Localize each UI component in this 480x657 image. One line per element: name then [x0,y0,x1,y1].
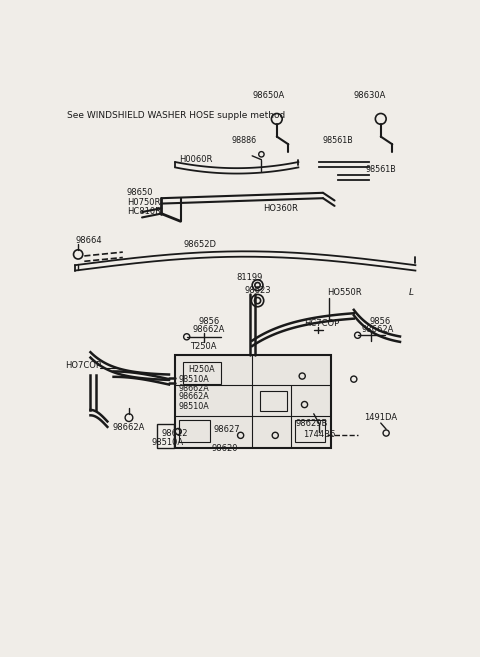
Text: 98622: 98622 [162,428,189,438]
Text: 98623: 98623 [244,286,271,295]
Text: 1491DA: 1491DA [364,413,397,422]
Bar [183,362,221,384]
Bar [260,392,287,411]
Text: 98662A: 98662A [178,384,209,393]
Text: H0060R: H0060R [179,155,213,164]
Text: 98620: 98620 [212,444,239,453]
Text: 9856: 9856 [369,317,390,326]
Text: 9856: 9856 [198,317,219,326]
Text: 98629B: 98629B [295,419,328,428]
Text: 98650: 98650 [127,189,153,197]
Text: HC810R: HC810R [127,207,161,215]
Text: 98664: 98664 [75,236,102,245]
Text: 98627: 98627 [214,424,240,434]
Text: HO360R: HO360R [263,204,298,213]
Bar [175,355,331,449]
Text: 1744B6: 1744B6 [303,430,336,439]
Text: 98662A: 98662A [178,392,209,401]
Text: See WINDSHIELD WASHER HOSE supple method: See WINDSHIELD WASHER HOSE supple method [67,111,286,120]
Text: HO7COP: HO7COP [65,361,101,370]
Text: 98652D: 98652D [183,240,216,249]
Text: 98561B: 98561B [323,136,354,145]
Circle shape [375,114,386,124]
Text: 98510A: 98510A [151,438,183,447]
Text: 98630A: 98630A [353,91,385,101]
Text: 98650A: 98650A [253,91,285,101]
Text: 98510A: 98510A [178,374,209,384]
Circle shape [271,114,282,124]
Text: 81199: 81199 [237,273,263,282]
Text: H0750R: H0750R [127,198,160,206]
Text: HO550R: HO550R [327,288,361,298]
Text: 98662A: 98662A [192,325,225,334]
Bar [157,424,174,449]
Text: 98886: 98886 [231,136,256,145]
Text: 98561B: 98561B [365,165,396,174]
Text: H250A: H250A [188,365,215,374]
Text: 98662A: 98662A [113,423,145,432]
Bar [295,420,325,442]
Text: HC7COP: HC7COP [304,319,340,328]
Text: L: L [409,288,414,298]
Bar [179,420,210,442]
Text: 98662A: 98662A [361,325,394,334]
Text: T250A: T250A [191,342,217,351]
Text: 98510A: 98510A [178,401,209,411]
